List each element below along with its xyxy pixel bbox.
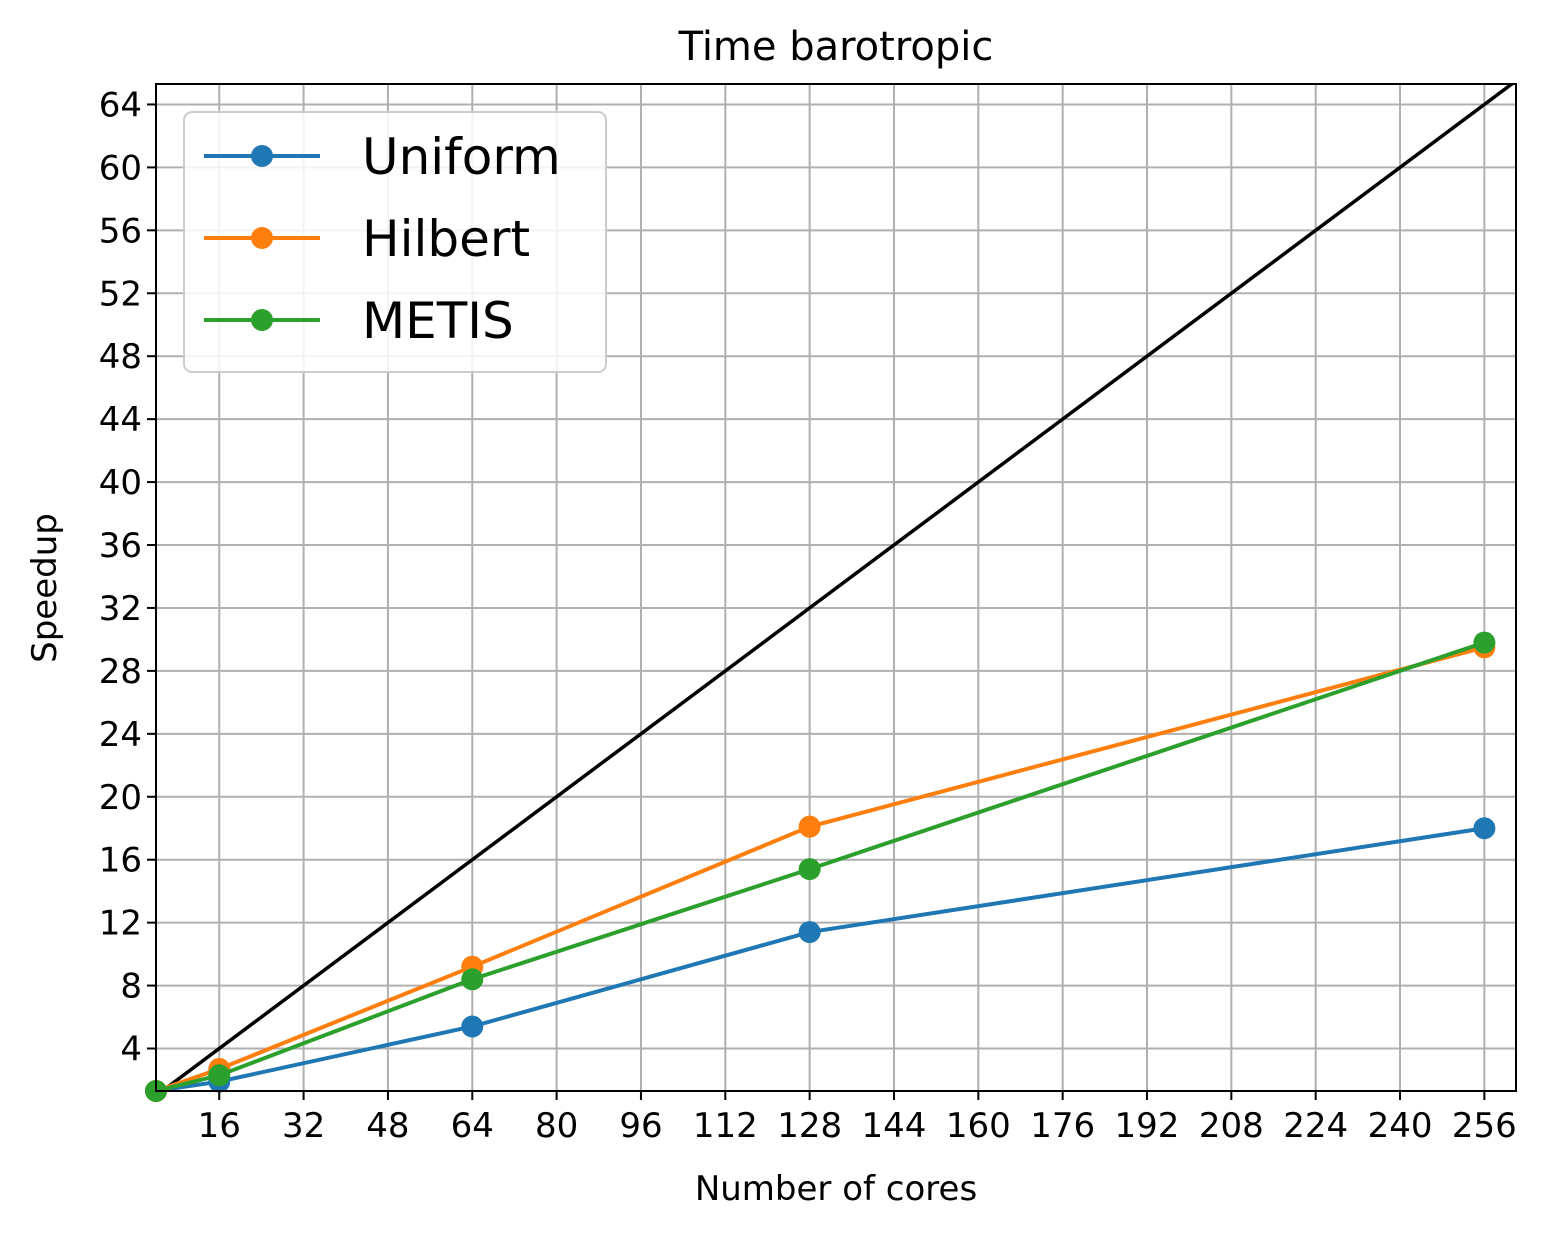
x-tick-label: 160 [946, 1106, 1011, 1146]
legend-marker-uniform [251, 145, 273, 167]
x-tick-label: 64 [451, 1106, 494, 1146]
x-tick-label: 208 [1199, 1106, 1264, 1146]
x-tick-label: 16 [198, 1106, 241, 1146]
y-axis-title: Speedup [25, 513, 65, 663]
y-tick-label: 48 [99, 337, 142, 377]
plot-frame [155, 83, 1517, 1092]
data-point-uniform [1473, 817, 1496, 840]
x-axis: 16 32 48 64 80 96 112 128 144 160 176 192 208 224 240 2… [198, 1091, 1517, 1146]
data-point-uniform [461, 1015, 484, 1038]
y-tick-label: 32 [99, 589, 142, 629]
y-tick-label: 36 [99, 526, 142, 566]
y-tick-label: 28 [99, 652, 142, 692]
x-tick-label: 256 [1452, 1106, 1517, 1146]
y-tick-label: 56 [99, 211, 142, 251]
x-tick-label: 96 [619, 1106, 662, 1146]
y-tick-label: 16 [99, 841, 142, 881]
x-tick-label: 48 [366, 1106, 409, 1146]
y-tick-label: 60 [99, 148, 142, 188]
x-tick-label: 240 [1368, 1106, 1433, 1146]
x-tick-label: 80 [535, 1106, 578, 1146]
legend-label-uniform: Uniform [362, 128, 561, 186]
data-point-metis [798, 858, 821, 881]
y-tick-label: 52 [99, 274, 142, 314]
legend-label-metis: METIS [362, 292, 514, 350]
legend-marker-hilbert [251, 227, 273, 249]
data-point-hilbert [798, 815, 821, 838]
y-tick-label: 4 [120, 1030, 142, 1070]
data-point-uniform [798, 921, 821, 944]
legend-box [183, 111, 607, 373]
series-metis [145, 631, 1496, 1102]
legend-label-hilbert: Hilbert [362, 210, 530, 268]
y-tick-label: 44 [99, 400, 142, 440]
y-tick-label: 12 [99, 904, 142, 944]
y-tick-label: 40 [99, 463, 142, 503]
x-tick-label: 112 [693, 1106, 758, 1146]
y-tick-label: 8 [120, 967, 142, 1007]
x-tick-label: 224 [1283, 1106, 1348, 1146]
y-tick-label: 20 [99, 778, 142, 818]
data-point-metis [1473, 631, 1496, 654]
x-tick-label: 144 [862, 1106, 927, 1146]
legend-marker-metis [251, 309, 273, 331]
x-tick-label: 192 [1115, 1106, 1180, 1146]
y-tick-label: 24 [99, 715, 142, 755]
x-tick-label: 128 [777, 1106, 842, 1146]
data-point-metis [208, 1064, 231, 1087]
legend: Uniform Hilbert METIS [183, 111, 607, 373]
x-axis-title: Number of cores [695, 1169, 977, 1209]
data-point-metis [461, 968, 484, 991]
series-layer [145, 84, 1515, 1102]
y-tick-label: 64 [99, 85, 142, 125]
chart-title: Time barotropic [678, 24, 994, 70]
x-tick-label: 32 [282, 1106, 325, 1146]
x-tick-label: 176 [1030, 1106, 1095, 1146]
ideal-speedup-line [159, 84, 1515, 1091]
